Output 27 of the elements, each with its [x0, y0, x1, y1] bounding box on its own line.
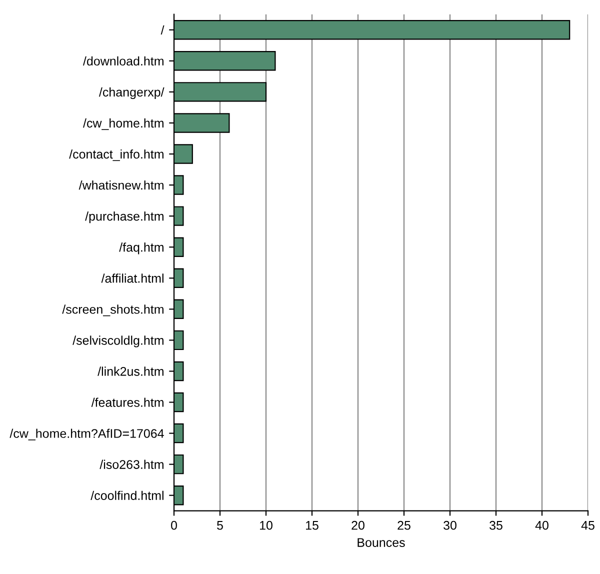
- y-tick-label: /screen_shots.htm: [62, 304, 164, 316]
- y-tick-label: /iso263.htm: [100, 460, 164, 469]
- y-tick-label: /: [160, 25, 164, 35]
- x-axis-title: Bounces: [358, 538, 405, 547]
- y-tick-label: /link2us.htm: [98, 366, 164, 376]
- y-tick-label: /selviscoldlg.htm: [72, 336, 164, 348]
- y-tick-label: /coolfind.html: [90, 490, 164, 500]
- x-tick-label: 10: [260, 520, 272, 530]
- y-tick-label: /cw_home.htm: [83, 118, 164, 130]
- y-tick-label: /contact_info.htm: [69, 149, 164, 162]
- x-tick-label: 35: [490, 520, 502, 530]
- y-tick-label: /purchase.htm: [85, 212, 164, 224]
- x-tick-label: 45: [581, 521, 594, 530]
- y-tick-label: /cw_home.htm?AfID=17064: [10, 428, 164, 440]
- x-tick-label: 30: [444, 520, 456, 530]
- y-tick-label: /download.htm: [82, 56, 164, 66]
- x-tick-label: 40: [535, 520, 548, 530]
- x-tick-label: 0: [171, 520, 177, 530]
- y-tick-label: /faq.htm: [119, 242, 164, 254]
- y-tick-label: /affiliat.html: [101, 274, 164, 283]
- y-tick-label: /changerxp/: [98, 87, 164, 100]
- y-tick-label: /whatisnew.htm: [78, 180, 164, 190]
- x-tick-label: 20: [352, 520, 364, 530]
- x-tick-label: 5: [217, 521, 223, 530]
- y-tick-label: /features.htm: [91, 398, 164, 407]
- x-tick-label: 25: [398, 520, 410, 530]
- x-tick-label: 15: [306, 521, 318, 530]
